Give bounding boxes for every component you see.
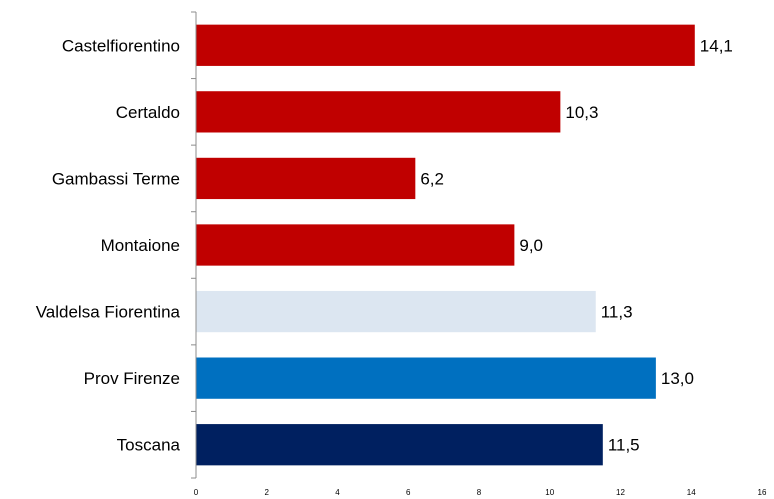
bar-castelfiorentino bbox=[196, 25, 695, 66]
x-tick-label: 6 bbox=[406, 488, 411, 497]
value-label: 6,2 bbox=[420, 169, 444, 188]
category-labels: Castelfiorentino Certaldo Gambassi Terme Mo… bbox=[36, 36, 181, 454]
category-label: Castelfiorentino bbox=[62, 36, 180, 55]
bar-montaione bbox=[196, 224, 514, 265]
bar-toscana bbox=[196, 424, 603, 465]
category-label: Valdelsa Fiorentina bbox=[36, 303, 181, 322]
value-label: 11,3 bbox=[601, 303, 633, 322]
bar-prov-firenze bbox=[196, 358, 656, 399]
bars-group bbox=[196, 25, 695, 466]
x-tick-label: 8 bbox=[477, 488, 482, 497]
category-label: Montaione bbox=[101, 236, 180, 255]
x-tick-label: 2 bbox=[265, 488, 270, 497]
value-label: 14,1 bbox=[700, 36, 733, 55]
x-tick-label: 0 bbox=[194, 488, 199, 497]
bar-gambassi-terme bbox=[196, 158, 415, 199]
category-label: Gambassi Terme bbox=[52, 169, 180, 188]
x-tick-label: 16 bbox=[758, 488, 767, 497]
bar-certaldo bbox=[196, 91, 560, 132]
bar-valdelsa-fiorentina bbox=[196, 291, 596, 332]
x-tick-label: 10 bbox=[545, 488, 554, 497]
value-label: 9,0 bbox=[519, 236, 543, 255]
category-label: Prov Firenze bbox=[84, 369, 180, 388]
category-label: Certaldo bbox=[116, 103, 180, 122]
x-tick-label: 4 bbox=[335, 488, 340, 497]
category-label: Toscana bbox=[117, 436, 181, 455]
value-label: 10,3 bbox=[565, 103, 598, 122]
value-label: 11,5 bbox=[608, 436, 640, 455]
x-tick-label: 14 bbox=[687, 488, 696, 497]
x-tick-label: 12 bbox=[616, 488, 625, 497]
value-label: 13,0 bbox=[661, 369, 694, 388]
